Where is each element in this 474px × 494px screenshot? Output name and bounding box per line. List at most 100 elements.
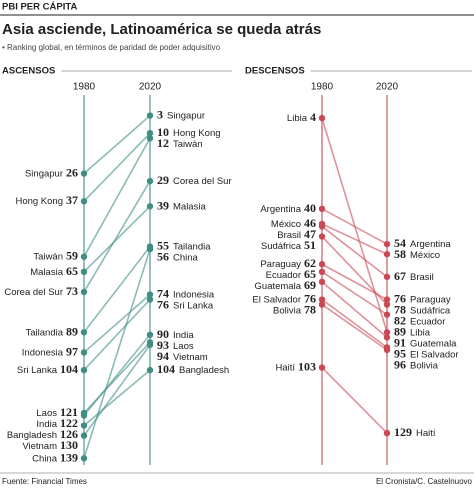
country-name: Vietnam: [22, 440, 57, 451]
label: 55 Tailandia: [157, 238, 211, 252]
label: 89 Libia: [394, 324, 431, 338]
rank-value: 65: [304, 267, 316, 281]
label: 94 Vietnam: [157, 349, 208, 363]
dot: [383, 429, 391, 437]
country-name: Ecuador: [410, 316, 445, 327]
dot: [383, 311, 391, 318]
country-name: Brasil: [410, 271, 434, 282]
label: Sri Lanka 104: [17, 362, 78, 376]
slope-line: [321, 366, 388, 434]
slope-line: [83, 248, 151, 459]
rank-value: 94: [157, 349, 169, 363]
label: México 46: [271, 216, 316, 230]
rank-value: 139: [60, 450, 78, 464]
slope-line: [83, 180, 151, 293]
dot: [80, 268, 88, 275]
label: Laos 121: [36, 405, 78, 419]
label: 95 El Salvador: [394, 346, 459, 360]
label: Libia 4: [287, 110, 316, 124]
label: Brasil 47: [277, 227, 316, 241]
rank-value: 96: [394, 357, 406, 371]
slope-line: [321, 225, 388, 278]
label: Singapur 26: [25, 165, 78, 179]
label: Tailandia 89: [26, 324, 79, 338]
dot: [318, 278, 326, 286]
slope-line: [83, 205, 151, 273]
dot: [146, 331, 154, 338]
dot: [80, 329, 88, 336]
rank-value: 91: [394, 335, 406, 349]
label: China 139: [32, 450, 78, 464]
rank-value: 59: [66, 248, 78, 262]
country-name: Laos: [173, 340, 194, 351]
label: 78 Sudáfrica: [394, 302, 451, 316]
rank-value: 95: [394, 346, 406, 360]
dot: [318, 114, 326, 122]
rank-value: 56: [157, 249, 169, 263]
title: Asia asciende, Latinoamérica se queda at…: [2, 21, 321, 38]
country-name: Tailandia: [173, 241, 211, 252]
rank-value: 55: [157, 238, 169, 252]
dot: [80, 366, 88, 374]
slope-line: [83, 137, 151, 258]
dot: [146, 130, 154, 137]
dot: [146, 341, 154, 349]
rank-value: 121: [60, 405, 78, 419]
dot: [318, 364, 326, 371]
rank-value: 97: [66, 344, 78, 358]
label: 39 Malasia: [157, 198, 206, 212]
rank-value: 12: [157, 136, 169, 150]
country-name: Guatemala: [255, 281, 302, 292]
country-name: Guatemala: [410, 338, 457, 349]
label: 76 Sri Lanka: [157, 297, 214, 311]
dot: [383, 240, 391, 248]
slope-line: [83, 369, 151, 427]
label: Paraguay 62: [260, 256, 316, 270]
rank-value: 73: [66, 284, 78, 298]
country-name: Corea del Sur: [4, 286, 63, 297]
country-name: Hong Kong: [15, 196, 63, 207]
dot: [318, 205, 326, 212]
dot: [146, 177, 154, 185]
rank-value: 122: [60, 416, 78, 430]
rank-value: 104: [157, 362, 175, 376]
label: 104 Bangladesh: [157, 362, 229, 376]
rank-value: 90: [157, 327, 169, 341]
dot: [146, 135, 154, 142]
rank-value: 65: [66, 264, 78, 278]
rank-value: 126: [60, 427, 78, 441]
rank-value: 58: [394, 247, 406, 261]
country-name: Tailandia: [26, 327, 64, 338]
country-name: Bangladesh: [7, 429, 57, 440]
label: 91 Guatemala: [394, 335, 457, 349]
rank-value: 47: [304, 227, 316, 241]
kicker: PBI PER CÁPITA: [2, 2, 77, 13]
rank-value: 29: [157, 173, 169, 187]
country-name: China: [32, 453, 58, 464]
dot: [80, 170, 88, 177]
label: India 122: [36, 416, 78, 430]
label: 54 Argentina: [394, 236, 451, 250]
dot: [80, 409, 88, 417]
dot: [80, 253, 88, 260]
country-name: El Salvador: [410, 349, 459, 360]
rank-value: 76: [394, 291, 406, 305]
dot: [146, 245, 154, 253]
dot: [383, 273, 391, 281]
rank-value: 104: [60, 362, 78, 376]
label: 67 Brasil: [394, 269, 434, 283]
dot: [80, 432, 88, 439]
label: 10 Hong Kong: [157, 125, 221, 139]
country-name: Sudáfrica: [410, 305, 451, 316]
label: Sudáfrica 51: [261, 238, 316, 252]
country-name: Laos: [36, 407, 57, 418]
label: 82 Ecuador: [394, 313, 445, 327]
country-name: México: [410, 250, 440, 261]
country-name: Argentina: [410, 239, 451, 250]
slope-line: [83, 114, 151, 175]
dot: [146, 291, 154, 298]
label: Vietnam 130: [22, 438, 78, 452]
subtitle: • Ranking global, en términos de paridad…: [2, 43, 221, 52]
rank-value: 130: [60, 438, 78, 452]
